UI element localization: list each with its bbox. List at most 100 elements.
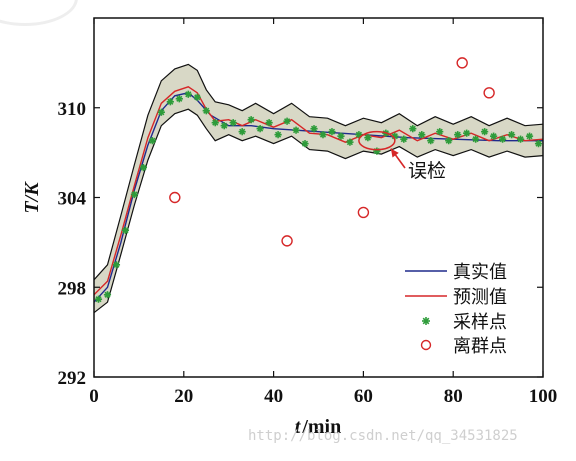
watermark: http://blog.csdn.net/qq_34531825 [248,428,518,444]
sample-point-stroke-3 [149,137,156,144]
tick-layer: 0 20 40 60 80 100 292 298 304 310 [58,18,558,407]
sample-point [274,131,282,139]
sample-point [346,138,354,146]
sample-point [256,125,264,133]
legend-label-true: 真实值 [453,262,507,283]
sample-point-stroke-3 [122,227,129,234]
sample-point-stroke-3 [185,91,192,98]
series-line-layer [93,86,544,303]
legend-label-pred: 预测值 [453,287,507,308]
band-fill [94,64,543,313]
sample-point [498,135,507,143]
sample-point-stroke-3 [221,122,228,129]
sample-point [157,108,165,116]
sample-point [139,163,147,172]
annotation-layer: 误检 [358,130,446,182]
sample-point-stroke-3 [328,128,336,135]
sample-point [112,261,121,269]
sample-point-stroke-3 [310,125,318,132]
sample-point [301,140,309,148]
sample-point-stroke-3 [113,261,120,268]
sample-point [525,132,534,140]
sample-point [436,128,444,136]
sample-point [319,131,327,139]
x-tick-label: 0 [89,386,99,407]
sample-point-stroke-3 [481,128,488,135]
legend-swatch-sample [422,317,430,325]
sample-point-stroke-3 [239,128,246,135]
sample-point-stroke-3 [319,131,327,138]
sample-point [337,132,345,140]
sample-point-stroke-3 [337,133,345,140]
outlier-point [281,235,293,247]
sample-point-stroke-3 [203,107,210,114]
sample-point [229,119,237,127]
sample-point [472,135,480,143]
y-tick-label: 298 [58,278,87,299]
y-axis-label: T/K [21,181,43,214]
y-tick-label: 292 [58,368,87,389]
legend-label-outlier: 离群点 [453,336,507,357]
sample-point [507,131,516,139]
sample-point [247,116,255,124]
sample-point-stroke-3 [104,291,111,298]
sample-point-stroke-3 [167,98,174,105]
sample-point [202,107,210,115]
x-tick-label: 60 [354,386,373,407]
sample-point-stroke-3 [472,136,479,143]
sample-point [265,119,273,127]
sample-point-stroke-3 [292,127,300,134]
sample-point-stroke-3 [427,137,434,144]
x-tick-label: 100 [529,386,558,407]
legend-background [395,258,537,362]
outlier-point [456,57,468,69]
y-tick-label: 310 [58,99,87,120]
sample-point-layer [94,90,543,303]
outlier-point [483,87,495,99]
sample-point [220,122,228,130]
sample-point-stroke-3 [230,119,237,126]
sample-point-stroke-3 [158,109,165,116]
sample-point [211,119,219,127]
sample-point-stroke-3 [400,136,407,143]
sample-point-stroke-3 [212,119,219,126]
sample-point [121,226,130,235]
outlier-layer [169,57,495,247]
outlier-point [169,191,181,204]
sample-point [310,125,318,133]
sample-point-stroke-3 [490,133,497,140]
sample-point-stroke-3 [346,139,354,146]
x-axis-label: t/min [295,416,341,438]
sample-point-stroke-3 [517,136,524,143]
sample-point [166,98,174,106]
sample-point-stroke-3 [355,131,362,138]
sample-point [175,95,183,103]
sample-point-stroke-3 [176,95,183,102]
sample-point [193,93,201,101]
sample-point-stroke-3 [499,136,506,143]
sample-point [94,295,103,303]
sample-point-stroke-3 [95,296,102,303]
legend-sample-star-stroke-3 [422,317,430,325]
sample-point-stroke-3 [275,131,282,138]
outlier-point [357,206,370,219]
x-tick-label: 40 [264,386,283,407]
sample-point-stroke-3 [131,191,138,198]
sample-point [481,128,489,136]
y-tick-label: 304 [58,189,87,210]
sample-point-stroke-3 [463,130,470,137]
sample-point [490,132,498,140]
sample-point [454,131,462,139]
sample-point [400,135,408,143]
sample-point [148,137,156,145]
sample-point [292,126,300,134]
legend-sample-star [422,317,430,325]
sample-point-stroke-3 [140,164,147,171]
sample-point-stroke-3 [526,133,533,140]
sample-point-stroke-3 [508,131,515,138]
x-axis-variable: t [295,416,302,438]
sample-point-stroke-3 [445,137,452,144]
x-axis-unit: /min [301,416,341,438]
sample-point [283,117,291,125]
sample-point [427,137,435,145]
